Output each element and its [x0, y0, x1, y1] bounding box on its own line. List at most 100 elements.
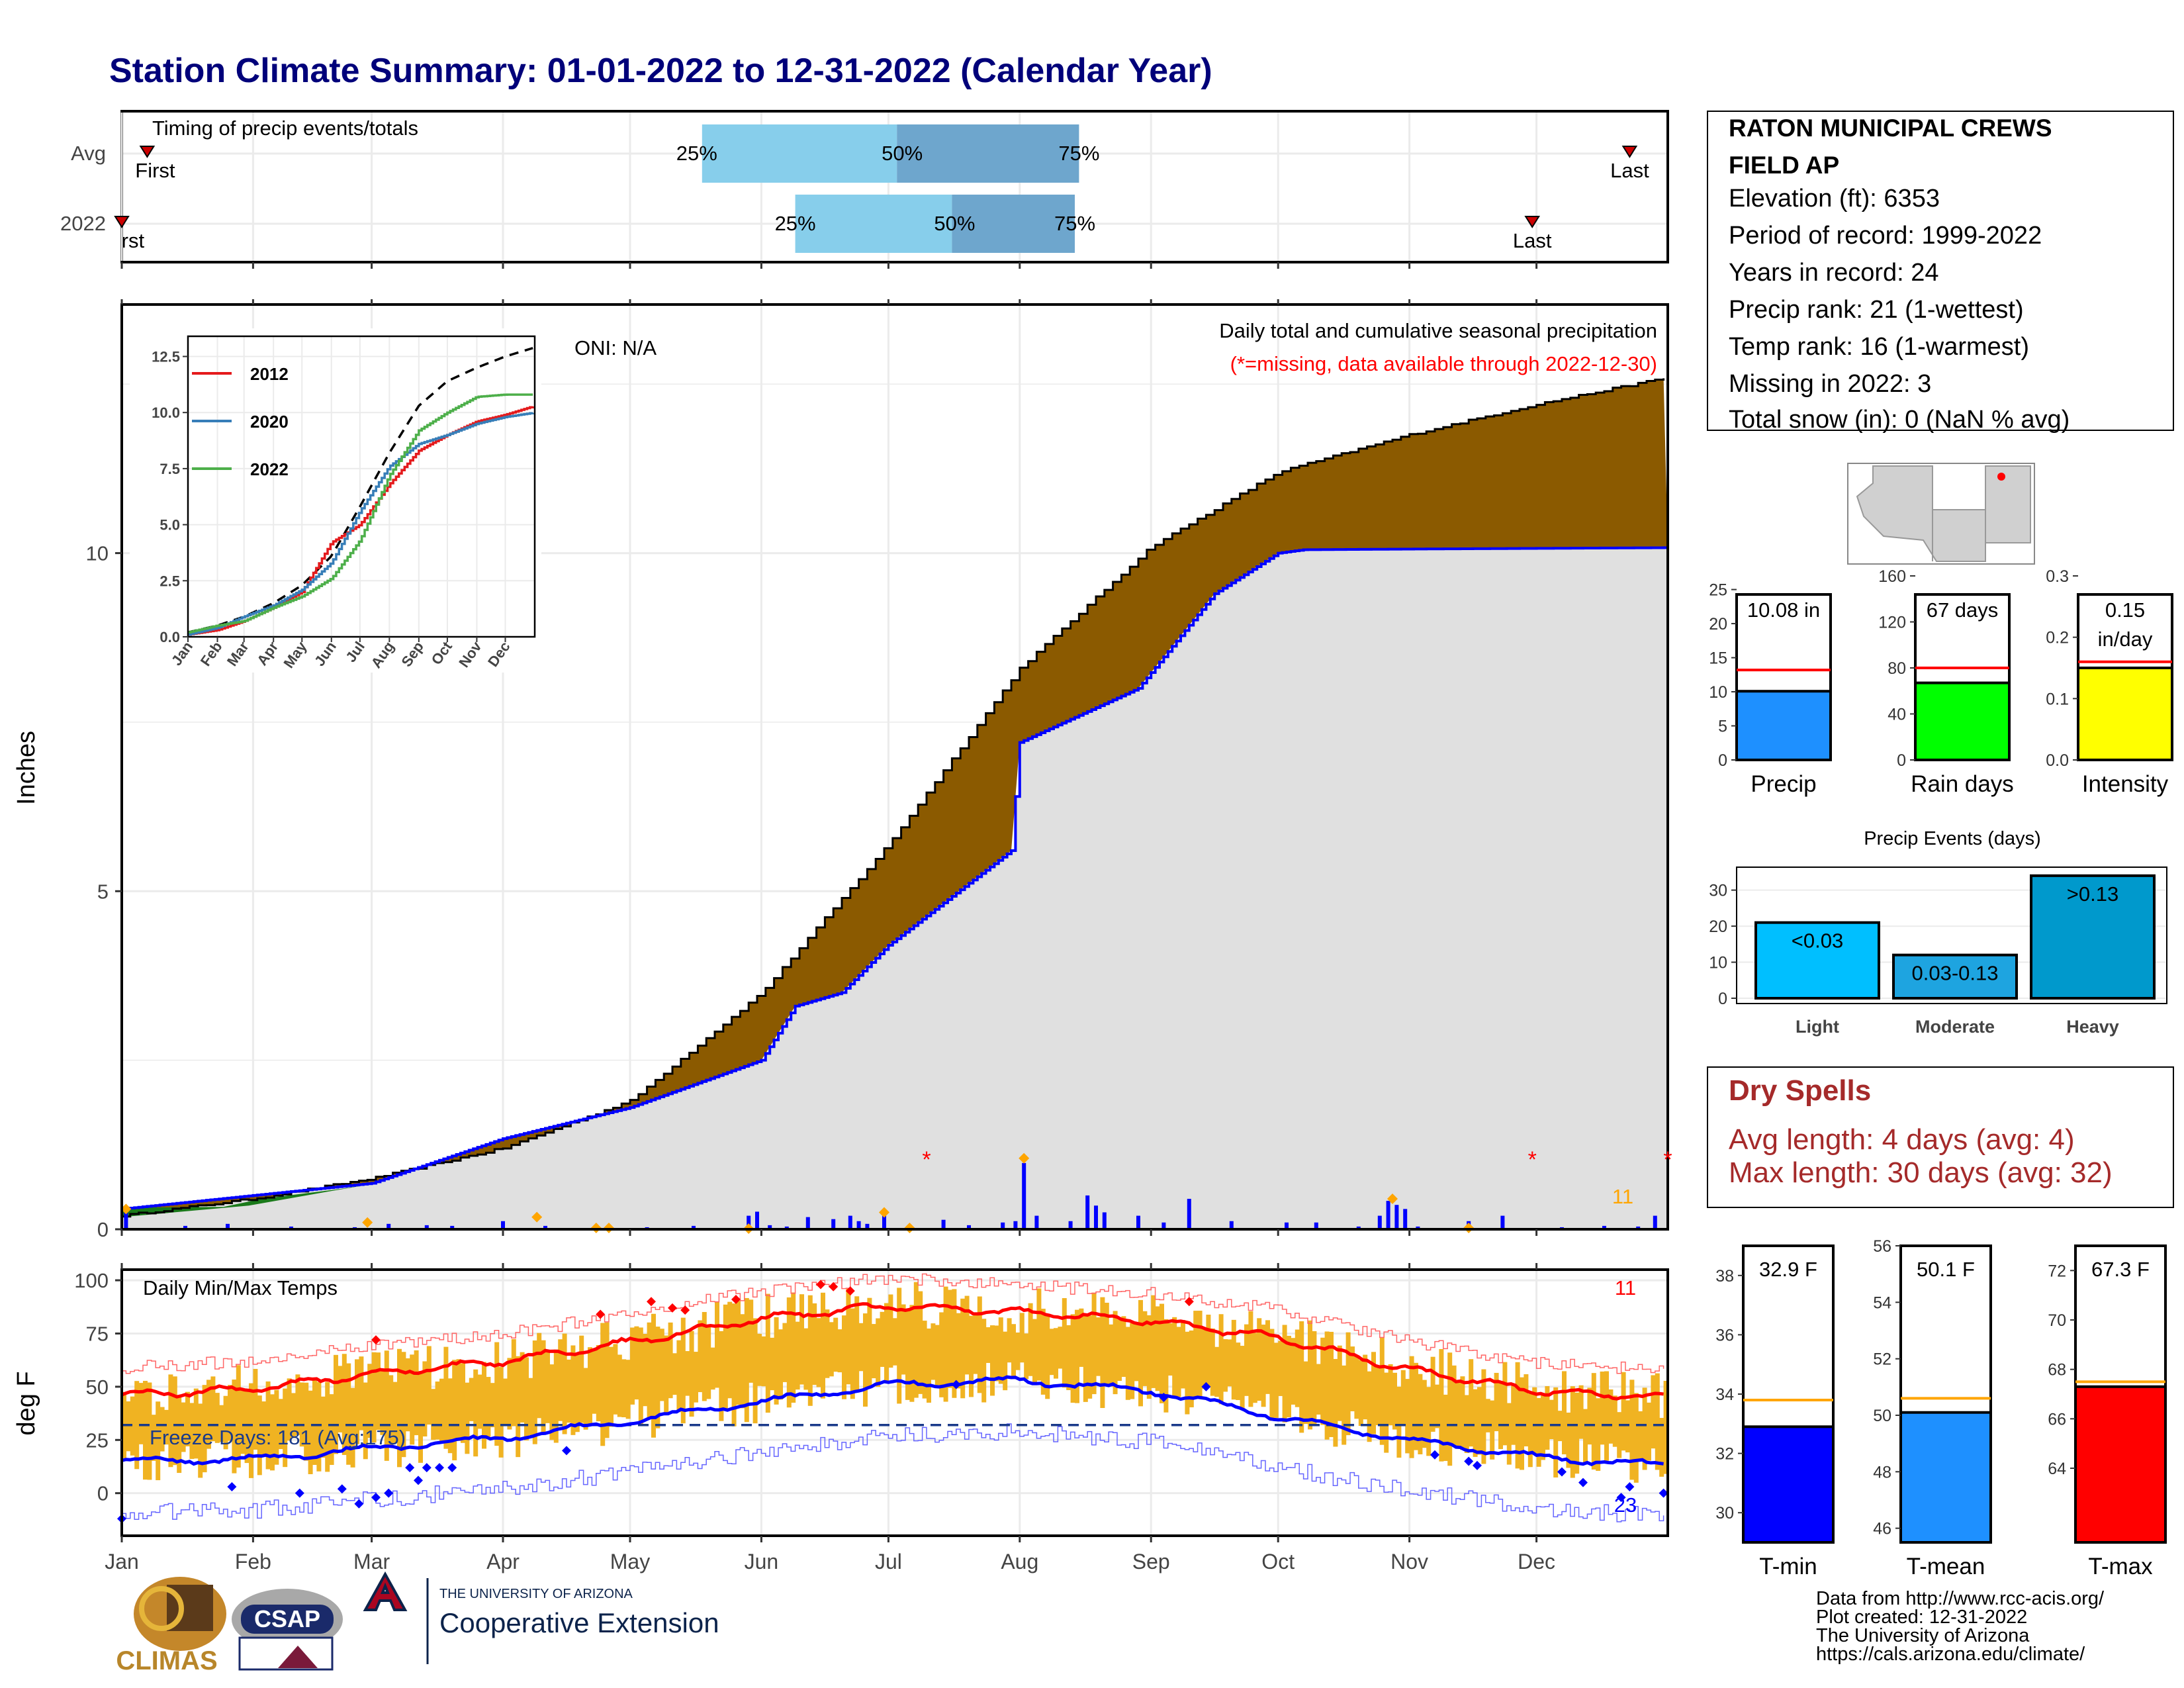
avg-max-line: [121, 1302, 1664, 1401]
inset-frame: [187, 335, 536, 638]
events-y-tick-label: 20: [1709, 917, 1727, 936]
daily-temp-bar: [812, 1303, 817, 1385]
precip-count-label: 11: [1612, 1185, 1633, 1208]
quartile-50-75-bar: [952, 195, 1075, 253]
daily-temp-bar: [249, 1383, 253, 1478]
daily-temp-bar: [1058, 1327, 1063, 1369]
record-low-marker: [447, 1463, 457, 1473]
daily-temp-bar: [553, 1349, 559, 1443]
dry-spells-max: Max length: 30 days (avg: 32): [1729, 1156, 2113, 1189]
daily-temp-bar: [1358, 1360, 1363, 1427]
temp-bar-label: T-mean: [1907, 1554, 1985, 1579]
station-precip-rank: Precip rank: 21 (1-wettest): [1729, 296, 2024, 324]
daily-temp-bar: [816, 1318, 821, 1387]
daily-temp-bar: [1596, 1398, 1601, 1471]
inset-legend: 2012 2020 2022: [192, 364, 289, 479]
daily-temp-bar: [795, 1321, 800, 1390]
daily-temp-bar: [1181, 1320, 1185, 1389]
daily-temp-bar: [609, 1346, 614, 1427]
mini-bar-tick-label: 0: [1718, 751, 1727, 770]
daily-temp-bar: [1392, 1372, 1397, 1430]
daily-temp-bar: [1062, 1298, 1067, 1388]
daily-temp-bar: [1197, 1311, 1203, 1397]
daily-temp-bar: [1189, 1330, 1194, 1407]
inset-y-tick-label: 5.0: [159, 517, 180, 534]
daily-temp-bar: [511, 1338, 516, 1427]
avg-q75-label: 75%: [1058, 142, 1099, 165]
daily-temp-bar: [854, 1296, 860, 1393]
inset-avg-line: [187, 347, 533, 633]
daily-temp-bar: [1040, 1309, 1046, 1395]
events-category-label: Light: [1796, 1017, 1839, 1037]
daily-temp-bar: [913, 1282, 919, 1398]
daily-temp-bar: [583, 1368, 588, 1430]
daily-temp-bar: [528, 1378, 533, 1435]
precip-y-tick-label: 0: [97, 1218, 109, 1241]
daily-temp-bar: [749, 1299, 754, 1383]
daily-temp-bar: [1308, 1320, 1312, 1430]
daily-temp-bar: [998, 1317, 1003, 1384]
freeze-days-label: Freeze Days: 181 (Avg:175): [150, 1426, 406, 1449]
daily-temp-bar: [422, 1361, 428, 1437]
page-title: Station Climate Summary: 01-01-2022 to 1…: [109, 52, 1212, 90]
station-info-box: RATON MUNICIPAL CREWS FIELD AP Elevation…: [1707, 111, 2174, 434]
mini-bar-tick-label: 0.2: [2046, 629, 2069, 647]
daily-precip-bar: [747, 1215, 751, 1229]
daily-temp-bar: [325, 1382, 330, 1472]
daily-temp-bar: [1032, 1319, 1037, 1383]
temp-y-tick-label: 75: [86, 1322, 109, 1345]
daily-temp-bar: [1244, 1324, 1249, 1396]
daily-temp-bar: [934, 1325, 940, 1385]
mini-bar-tick-label: 0.0: [2046, 751, 2069, 770]
daily-temp-bar: [1096, 1317, 1101, 1376]
daily-temp-bar: [821, 1292, 825, 1399]
daily-temp-bar: [1451, 1365, 1457, 1446]
precip-y-axis: 0 5 10: [86, 299, 1538, 1241]
mini-bar-value: 0.15: [2105, 598, 2145, 622]
daily-temp-bar: [549, 1364, 555, 1440]
timing-panel: Timing of precip events/totals Avg 2022 …: [60, 110, 1669, 269]
record-low-marker: [1159, 1392, 1169, 1402]
daily-temp-bar: [985, 1327, 991, 1363]
daily-temp-bar: [498, 1367, 504, 1458]
daily-temp-bar: [1287, 1335, 1291, 1418]
daily-temp-bar: [1583, 1409, 1588, 1465]
legend-2020-label: 2020: [250, 412, 289, 432]
station-period: Period of record: 1999-2022: [1729, 222, 2042, 250]
daily-precip-bar: [289, 1226, 293, 1229]
daily-precip-bar: [543, 1225, 547, 1229]
daily-temp-bar: [1342, 1365, 1347, 1445]
daily-temp-bar: [516, 1356, 521, 1458]
daily-temp-bar: [228, 1385, 232, 1441]
daily-temp-bar: [232, 1380, 237, 1474]
precip-legend-line1: Daily total and cumulative seasonal prec…: [1219, 319, 1657, 342]
daily-temp-bar: [473, 1369, 478, 1457]
daily-temp-bar: [1176, 1327, 1181, 1397]
temp-bar-label: T-min: [1759, 1554, 1817, 1579]
month-label-apr: Apr: [486, 1550, 520, 1573]
quartile-25-50-bar: [702, 124, 897, 183]
daily-temp-bar: [774, 1317, 779, 1405]
daily-temp-bar: [1316, 1364, 1321, 1415]
daily-temp-bar: [1282, 1325, 1287, 1423]
daily-temp-bar: [719, 1331, 724, 1421]
daily-precip-bar: [1403, 1209, 1408, 1229]
daily-temp-bar: [1223, 1339, 1228, 1392]
precip-events-chart: Precip Events (days) 0 10 20 30 <0.03 Light 0.…: [1709, 828, 2167, 1037]
inset-y-tick-label: 12.5: [152, 348, 180, 365]
temp-bar-tick-label: 30: [1715, 1504, 1734, 1523]
temp-bar-tick-label: 66: [2048, 1410, 2066, 1429]
precip-event-marker: [1019, 1152, 1030, 1164]
daily-temp-bar: [672, 1353, 677, 1395]
daily-temp-bar: [1485, 1399, 1490, 1432]
timing-marks: [114, 124, 1638, 269]
record-low-marker: [384, 1488, 394, 1498]
daily-temp-bar: [1303, 1361, 1308, 1425]
daily-temp-bar: [431, 1389, 436, 1440]
daily-temp-bar: [1655, 1373, 1660, 1470]
daily-temp-bar: [744, 1297, 749, 1423]
daily-temp-bar: [638, 1327, 643, 1425]
record-high-marker: [1184, 1297, 1194, 1307]
daily-temp-bar: [1045, 1314, 1050, 1399]
